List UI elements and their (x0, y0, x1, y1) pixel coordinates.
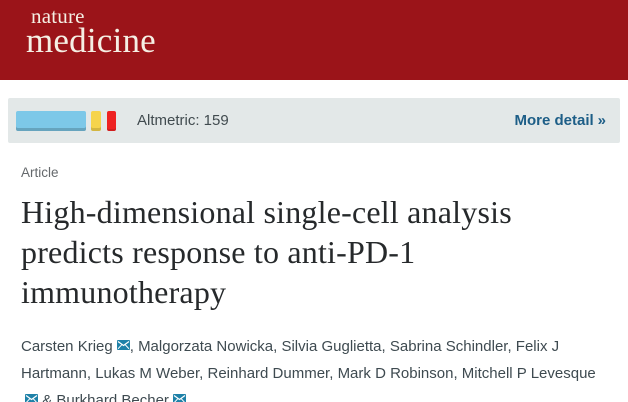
author-name[interactable]: Felix J Hartmann (21, 338, 560, 382)
article-title: High-dimensional single-cell analysis pr… (21, 194, 512, 310)
author-list: Carsten Krieg, Malgorzata Nowicka, Silvi… (21, 333, 611, 402)
journal-logo-line2: medicine (26, 21, 156, 60)
author-name[interactable]: Mark D Robinson (337, 365, 454, 382)
author-name[interactable]: Silvia Guglietta (281, 338, 382, 355)
email-envelope-icon[interactable] (172, 394, 186, 402)
more-detail-link[interactable]: More detail» (514, 112, 606, 129)
altmetric-yellow-segment (91, 110, 101, 131)
email-envelope-icon[interactable] (116, 340, 130, 350)
journal-masthead: nature medicine (0, 0, 628, 80)
more-detail-label: More detail (514, 112, 594, 129)
author-name[interactable]: Lukas M Weber (95, 365, 200, 382)
article-header: Article High-dimensional single-cell ana… (0, 143, 628, 402)
altmetric-score-label: Altmetric: 159 (137, 112, 229, 129)
altmetric-bar: Altmetric: 159 More detail» (8, 98, 620, 143)
author-name[interactable]: Mitchell P Levesque (461, 365, 596, 382)
double-chevron-icon: » (597, 112, 606, 129)
author-name[interactable]: Sabrina Schindler (389, 338, 508, 355)
author-name[interactable]: Burkhard Becher (56, 392, 169, 402)
email-envelope-icon[interactable] (25, 394, 38, 402)
author-name[interactable]: Carsten Krieg (21, 338, 113, 355)
altmetric-red-segment (107, 110, 116, 131)
journal-logo[interactable]: nature medicine (26, 4, 156, 60)
journal-logo-line1: nature (31, 4, 85, 28)
altmetric-blue-segment (16, 110, 86, 131)
article-type-label: Article (21, 165, 59, 180)
author-name[interactable]: Malgorzata Nowicka (138, 338, 274, 355)
author-name[interactable]: Reinhard Dummer (207, 365, 330, 382)
